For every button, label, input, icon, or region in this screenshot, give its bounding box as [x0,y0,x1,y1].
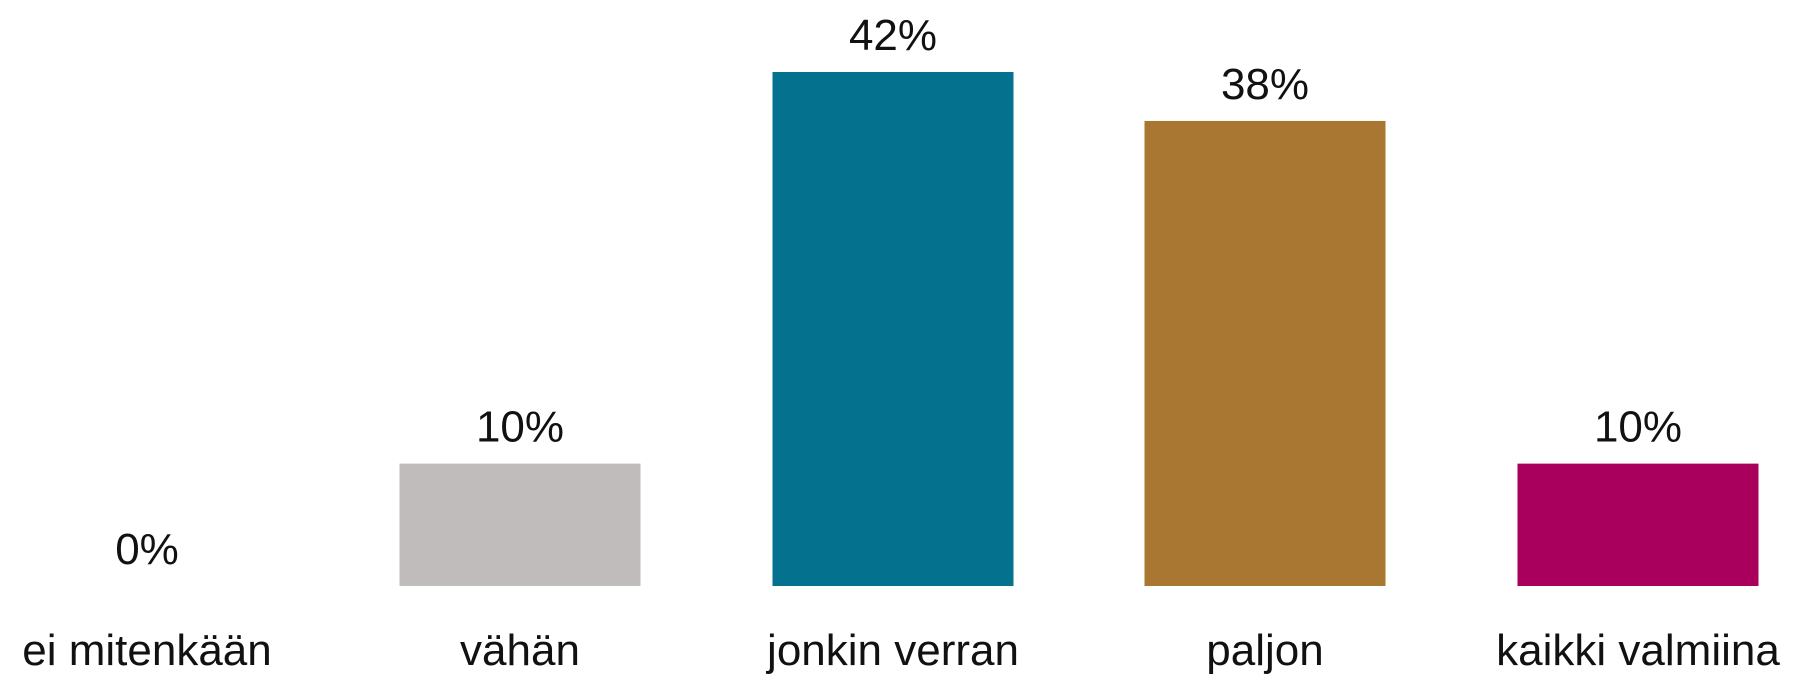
category-label-2: jonkin verran [765,626,1019,675]
bar-4 [1517,463,1759,586]
category-labels-group: ei mitenkään vähän jonkin verran paljon kaik… [22,626,1780,675]
bar-3 [1144,120,1386,586]
category-label-0: ei mitenkään [22,626,271,675]
category-label-4: kaikki valmiina [1496,626,1780,675]
bars-group [399,72,1759,586]
value-labels-group: 0% 10% 42% 38% 10% [115,11,1682,574]
bar-value-label-3: 38% [1221,60,1309,109]
category-label-1: vähän [460,626,580,675]
bar-2 [772,72,1014,586]
category-label-3: paljon [1206,626,1323,675]
bar-value-label-0: 0% [115,525,179,574]
bar-value-label-2: 42% [849,11,937,60]
bar-value-label-4: 10% [1594,403,1682,452]
bar-value-label-1: 10% [476,403,564,452]
bar-1 [399,463,641,586]
